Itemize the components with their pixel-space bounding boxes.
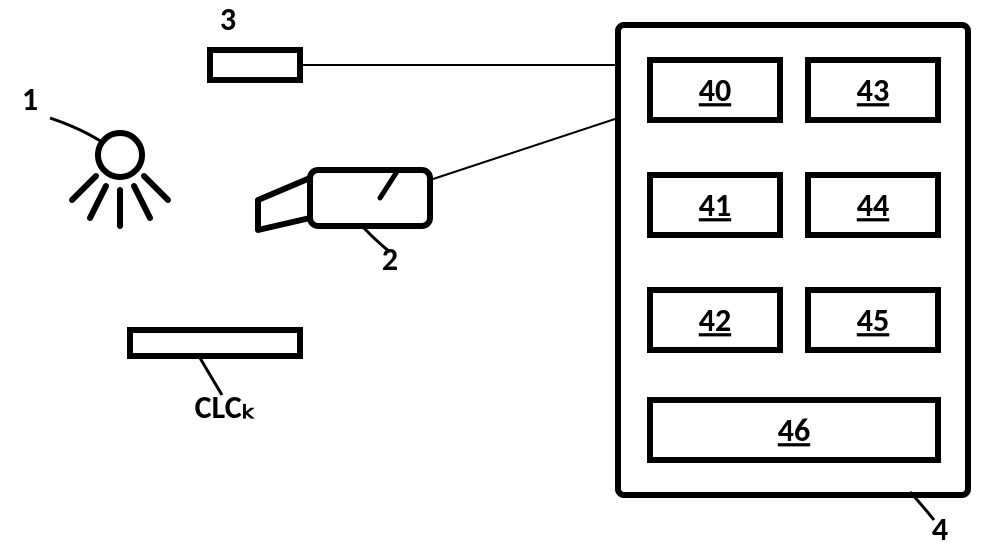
sensor-bar (210, 50, 300, 80)
clc-bar (130, 330, 300, 356)
label-1: 1 (22, 80, 38, 119)
camera-lens (258, 178, 310, 230)
label-box40: 40 (699, 71, 731, 110)
label-box43: 43 (857, 71, 889, 110)
light-ray-4 (144, 176, 168, 200)
label-box46: 46 (778, 411, 810, 450)
label-clc: CLCₖ (195, 388, 256, 427)
wire-camera (430, 118, 618, 180)
label-2: 2 (382, 240, 398, 279)
light-source (98, 133, 142, 177)
label-box41: 41 (699, 186, 731, 225)
technical-diagram: 1 3 2 CLCₖ 4 40 41 42 43 44 45 46 (0, 0, 1000, 545)
leader-1 (50, 118, 102, 142)
label-3: 3 (220, 0, 236, 39)
label-box44: 44 (857, 186, 889, 225)
label-box42: 42 (699, 301, 731, 340)
label-4: 4 (932, 510, 948, 545)
label-box45: 45 (857, 301, 889, 340)
camera-body (310, 170, 430, 226)
light-ray-3 (134, 186, 150, 218)
light-ray-0 (72, 176, 96, 200)
light-ray-1 (90, 186, 106, 218)
